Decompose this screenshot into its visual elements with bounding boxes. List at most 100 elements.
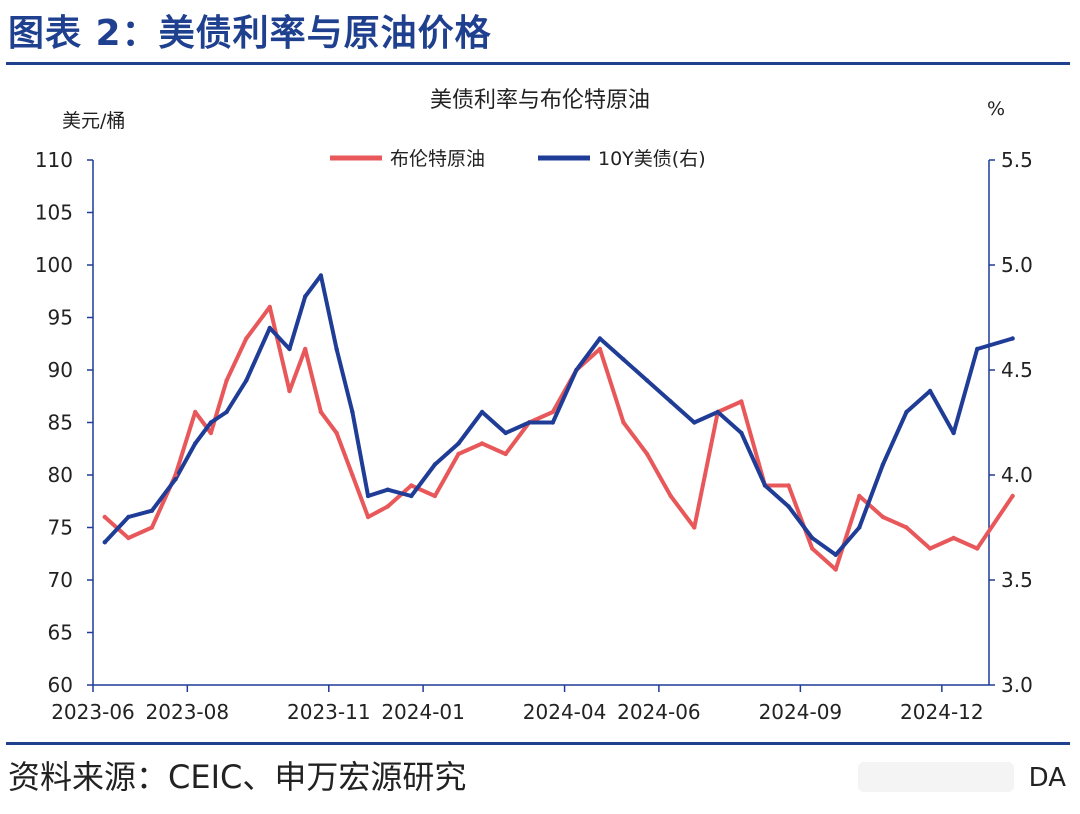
source-rule [6, 742, 1070, 745]
treasury-data-point [739, 430, 744, 436]
y-right-ticks: 5.5 5.0 4.5 4.0 3.5 3.0 [989, 148, 1033, 697]
y-left-tick-label: 105 [35, 201, 73, 225]
treasury-data-point [456, 441, 461, 446]
brent-data-point [244, 336, 249, 341]
treasury-data-point [365, 493, 371, 499]
x-tick-label: 2024-06 [617, 700, 701, 724]
treasury-data-point [880, 462, 886, 467]
brent-data-point [880, 514, 886, 520]
treasury-data-point [350, 409, 355, 415]
legend-label-brent: 布伦特原油 [390, 148, 485, 170]
y-right-unit: % [987, 98, 1005, 120]
y-left-tick-label: 80 [48, 463, 73, 487]
treasury-data-point [149, 508, 155, 513]
brent-data-point [668, 493, 673, 499]
treasury-data-point [126, 514, 131, 520]
brent-data-point [550, 409, 555, 415]
brent-data-point [350, 472, 355, 478]
brent-data-point [409, 483, 414, 488]
brent-data-point [810, 546, 815, 551]
y-right-tick-label: 5.5 [1001, 148, 1033, 172]
brent-data-point [318, 409, 324, 415]
treasury-data-point [810, 535, 815, 541]
treasury-data-point [334, 346, 339, 352]
y-right-tick-label: 3.5 [1001, 568, 1033, 592]
brent-data-point [621, 420, 626, 425]
brent-data-point [432, 493, 438, 499]
treasury-data-point [385, 487, 390, 492]
treasury-data-point [503, 430, 508, 436]
brent-data-point [975, 546, 980, 551]
brent-series-line [102, 305, 1015, 572]
treasury-data-point [208, 420, 214, 425]
treasury-data-point [287, 346, 292, 352]
figure-title: 图表 2：美债利率与原油价格 [8, 13, 492, 54]
brent-data-point [173, 472, 178, 478]
brent-data-point [456, 451, 461, 457]
brent-data-point [597, 346, 603, 352]
y-left-tick-label: 75 [48, 516, 73, 540]
brent-data-point [786, 483, 791, 488]
x-tick-label: 2024-12 [900, 700, 984, 724]
brent-data-point [385, 504, 390, 509]
treasury-data-point [833, 552, 838, 557]
treasury-data-point [318, 273, 324, 278]
brent-data-point [857, 493, 862, 499]
brent-data-point [1010, 493, 1015, 499]
treasury-data-point [927, 388, 933, 394]
treasury-data-point [621, 357, 626, 362]
treasury-data-point [644, 378, 650, 383]
y-left-ticks: 110 105 100 95 90 85 80 75 70 65 60 [35, 148, 93, 697]
treasury-series-line [102, 273, 1015, 557]
chart: 美债利率与布伦特原油 美元/桶 % 布伦特原油 10Y美债(右) 110 105 1… [35, 88, 1033, 724]
brent-data-point [334, 430, 339, 436]
brent-data-point [692, 525, 697, 530]
y-left-unit: 美元/桶 [62, 110, 125, 132]
legend-label-treasury: 10Y美债(右) [598, 148, 706, 170]
y-right-tick-label: 3.0 [1001, 673, 1033, 697]
treasury-data-point [786, 504, 791, 509]
treasury-data-point [1010, 336, 1015, 341]
treasury-data-point [527, 420, 532, 425]
y-right-tick-label: 4.5 [1001, 358, 1033, 382]
x-tick-label: 2023-11 [287, 700, 371, 724]
x-tick-label: 2024-09 [759, 700, 843, 724]
brent-data-point [833, 567, 838, 572]
treasury-data-point [715, 409, 720, 415]
treasury-data-point [951, 430, 956, 436]
y-left-tick-label: 60 [48, 673, 73, 697]
brent-data-point [365, 514, 371, 520]
treasury-data-point [303, 294, 308, 299]
treasury-data-point [597, 336, 603, 341]
treasury-data-point [173, 477, 178, 482]
brent-data-point [303, 346, 308, 352]
brent-data-point [927, 546, 933, 551]
treasury-data-point [193, 441, 198, 446]
title-rule [6, 62, 1070, 65]
treasury-data-point [267, 325, 272, 331]
treasury-data-point [409, 493, 414, 499]
treasury-data-point [668, 399, 673, 404]
brent-data-point [287, 388, 292, 394]
x-tick-label: 2024-01 [381, 700, 465, 724]
brent-data-point [193, 409, 198, 415]
y-left-tick-label: 85 [48, 411, 73, 435]
brent-data-point [149, 525, 155, 530]
brent-data-point [479, 441, 485, 446]
y-left-tick-label: 90 [48, 358, 73, 382]
treasury-data-point [692, 420, 697, 425]
treasury-data-point [224, 409, 229, 415]
treasury-data-point [432, 462, 438, 467]
brent-data-point [102, 514, 108, 520]
x-tick-label: 2023-06 [51, 700, 135, 724]
treasury-data-point [550, 420, 555, 425]
treasury-data-point [975, 346, 980, 352]
brent-data-point [739, 399, 744, 404]
y-left-tick-label: 110 [35, 148, 73, 172]
brent-data-point [503, 451, 508, 457]
brent-data-point [208, 430, 214, 436]
y-left-tick-label: 70 [48, 568, 73, 592]
brent-data-point [126, 535, 131, 541]
y-left-tick-label: 100 [35, 253, 73, 277]
chart-title: 美债利率与布伦特原油 [430, 88, 650, 113]
